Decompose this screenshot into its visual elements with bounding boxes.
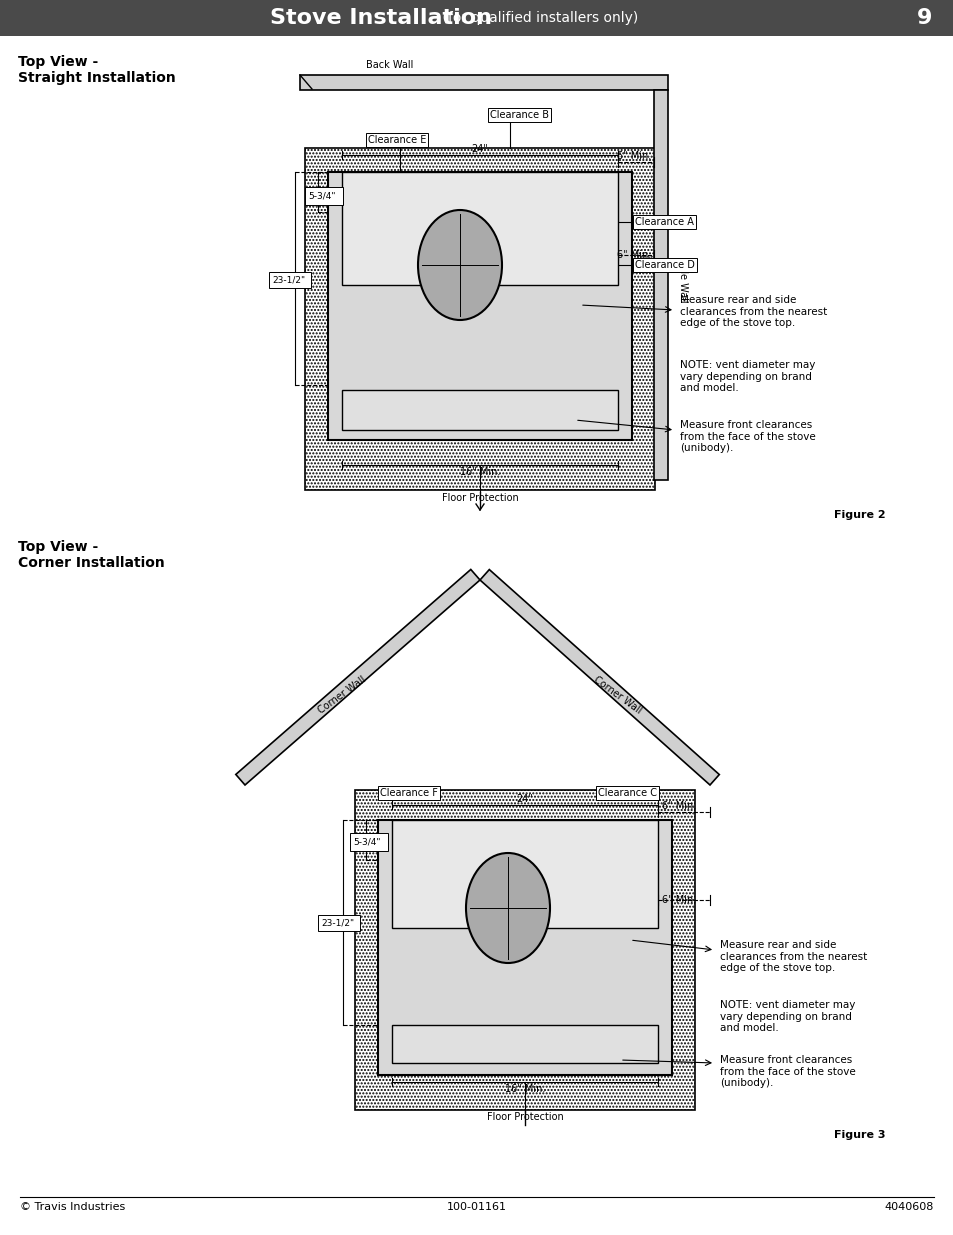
Text: Clearance D: Clearance D [635,261,694,270]
Text: Corner Wall: Corner Wall [592,674,643,715]
Bar [317,915,359,931]
Text: 100-01161: 100-01161 [447,1202,506,1212]
Text: 23-1/2": 23-1/2" [272,275,305,284]
Text: (for qualified installers only): (for qualified installers only) [437,11,638,25]
Text: Clearance E: Clearance E [368,135,426,144]
Text: Side Wall: Side Wall [678,258,687,303]
Text: Floor Protection: Floor Protection [486,1112,563,1123]
Text: 16" Min.: 16" Min. [459,467,499,477]
Ellipse shape [465,853,550,963]
Text: Clearance B: Clearance B [490,110,548,120]
Bar [350,832,388,851]
Text: 5-3/4": 5-3/4" [353,837,380,846]
Bar [392,1025,658,1063]
Polygon shape [479,569,719,785]
Text: Back Wall: Back Wall [366,61,414,70]
Text: 16" Min.: 16" Min. [504,1084,544,1094]
Bar [0,0,953,36]
Bar [377,820,671,1074]
Text: Corner Wall: Corner Wall [316,674,367,715]
Bar [269,272,311,288]
Text: 6" Min.: 6" Min. [661,895,696,905]
Text: 6" Min.: 6" Min. [617,249,651,261]
Text: 24": 24" [471,144,488,154]
Text: Measure front clearances
from the face of the stove
(unibody).: Measure front clearances from the face o… [720,1055,855,1088]
Polygon shape [235,569,479,785]
Text: Figure 2: Figure 2 [833,510,884,520]
Text: Clearance A: Clearance A [635,217,693,227]
Text: Top View -
Corner Installation: Top View - Corner Installation [18,540,165,571]
Bar [392,820,658,927]
Text: 5-3/4": 5-3/4" [308,191,335,200]
Bar [305,148,655,490]
Text: Clearance C: Clearance C [598,788,657,798]
Bar [328,172,631,440]
Ellipse shape [417,210,501,320]
Text: 24": 24" [516,794,533,804]
Text: Figure 3: Figure 3 [833,1130,884,1140]
Bar [355,790,695,1110]
Text: 6" Min.: 6" Min. [661,802,696,811]
Text: Measure rear and side
clearances from the nearest
edge of the stove top.: Measure rear and side clearances from th… [679,295,826,329]
Bar [654,90,667,480]
Text: Clearance F: Clearance F [379,788,437,798]
Bar [341,172,618,285]
Bar [305,186,343,205]
Text: 6" Min.: 6" Min. [617,151,651,161]
Text: 4040608: 4040608 [883,1202,933,1212]
Text: Measure front clearances
from the face of the stove
(unibody).: Measure front clearances from the face o… [679,420,815,453]
Bar [341,390,618,430]
Text: NOTE: vent diameter may
vary depending on brand
and model.: NOTE: vent diameter may vary depending o… [679,359,815,393]
Text: 23-1/2": 23-1/2" [320,919,354,927]
Text: Top View -
Straight Installation: Top View - Straight Installation [18,56,175,85]
Text: Measure rear and side
clearances from the nearest
edge of the stove top.: Measure rear and side clearances from th… [720,940,866,973]
Text: Stove Installation: Stove Installation [270,7,492,28]
Text: 9: 9 [916,7,931,28]
Bar [299,75,667,90]
Text: NOTE: vent diameter may
vary depending on brand
and model.: NOTE: vent diameter may vary depending o… [720,1000,855,1034]
Text: © Travis Industries: © Travis Industries [20,1202,125,1212]
Text: Floor Protection: Floor Protection [441,493,517,503]
